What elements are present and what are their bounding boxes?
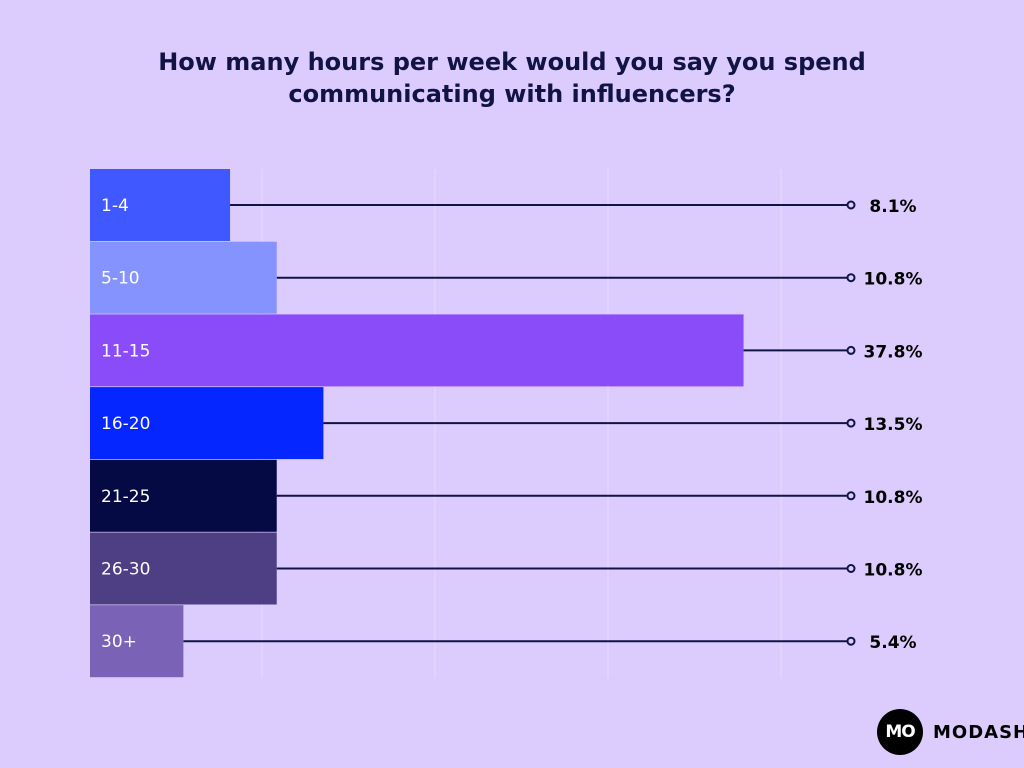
- value-label: 8.1%: [869, 197, 916, 217]
- category-label: 30+: [101, 632, 137, 652]
- brand-logo: MO MODASH: [877, 709, 1024, 755]
- bar: [90, 459, 277, 532]
- chart-title-line-2: communicating with influencers?: [288, 80, 736, 108]
- connector-dot: [846, 200, 856, 210]
- value-label: 10.8%: [864, 270, 923, 290]
- connector-dot: [846, 491, 856, 501]
- bar: [90, 605, 184, 678]
- category-label: 21-25: [101, 487, 150, 507]
- category-label: 5-10: [101, 269, 140, 289]
- bar: [90, 314, 744, 387]
- modash-logo-icon: MO: [877, 709, 923, 755]
- bar: [90, 387, 324, 460]
- brand-name: MODASH: [933, 721, 1024, 743]
- connector-dot: [846, 345, 856, 355]
- bar: [90, 169, 231, 241]
- value-label: 13.5%: [864, 415, 923, 435]
- chart-title: How many hours per week would you say yo…: [0, 46, 1024, 110]
- category-label: 16-20: [101, 414, 150, 434]
- connector-dot: [846, 636, 856, 646]
- value-label: 10.8%: [864, 561, 923, 581]
- value-label: 37.8%: [864, 342, 923, 362]
- category-label: 1-4: [101, 196, 129, 216]
- connector-dot: [846, 418, 856, 428]
- connector-dot: [846, 273, 856, 283]
- category-label: 11-15: [101, 341, 150, 361]
- bar: [90, 532, 277, 605]
- bar: [90, 241, 277, 314]
- category-label: 26-30: [101, 560, 150, 580]
- value-label: 5.4%: [869, 633, 916, 653]
- value-label: 10.8%: [864, 488, 923, 508]
- connector-dot: [846, 564, 856, 573]
- chart-title-line-1: How many hours per week would you say yo…: [158, 48, 866, 76]
